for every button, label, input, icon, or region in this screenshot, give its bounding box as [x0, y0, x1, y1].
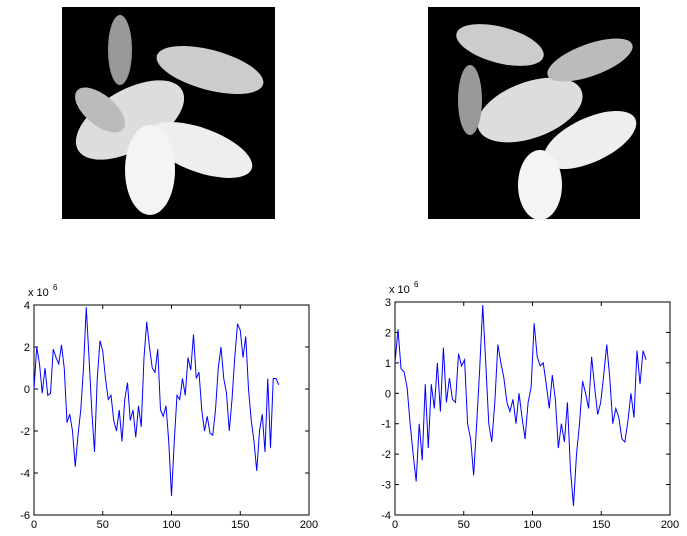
y-tick-label: 1 [385, 358, 391, 370]
plot: 0 50 100 150 200 -4 -3 -2 -1 0 1 2 3x 10 6 [381, 280, 679, 531]
y-tick-label: 0 [385, 388, 391, 400]
image-right [428, 7, 640, 220]
y-tick-label: -6 [20, 510, 30, 522]
y-tick-label: 0 [24, 384, 30, 396]
x-tick-label: 0 [392, 519, 398, 531]
y-scale-exponent: 6 [414, 280, 419, 289]
y-tick-label: 3 [385, 297, 391, 309]
data-line [33, 307, 280, 497]
y-scale-exponent: 6 [53, 283, 58, 292]
axes-box [394, 301, 671, 516]
x-tick-label: 150 [592, 519, 610, 531]
y-tick-label: 4 [24, 300, 30, 312]
axes-box [33, 304, 310, 516]
x-tick-label: 100 [162, 519, 180, 531]
x-tick-label: 50 [458, 519, 470, 531]
y-tick-label: -2 [381, 449, 391, 461]
x-tick-label: 200 [661, 519, 679, 531]
y-tick-label: -1 [381, 419, 391, 431]
y-scale-base: x 10 [389, 284, 410, 296]
plot: 0 50 100 150 200 -6 -4 -2 0 2 4x 10 6 [20, 283, 318, 531]
y-scale-base: x 10 [28, 287, 49, 299]
x-tick-label: 0 [31, 519, 37, 531]
y-tick-label: -4 [381, 510, 391, 522]
y-tick-label: -2 [20, 426, 30, 438]
y-tick-label: 2 [385, 327, 391, 339]
image-left [62, 7, 275, 219]
x-tick-label: 150 [231, 519, 249, 531]
x-tick-label: 200 [300, 519, 318, 531]
data-line [394, 305, 647, 506]
y-tick-label: -4 [20, 468, 30, 480]
x-tick-label: 50 [97, 519, 109, 531]
y-tick-label: 2 [24, 342, 30, 354]
y-tick-label: -3 [381, 480, 391, 492]
x-tick-label: 100 [523, 519, 541, 531]
